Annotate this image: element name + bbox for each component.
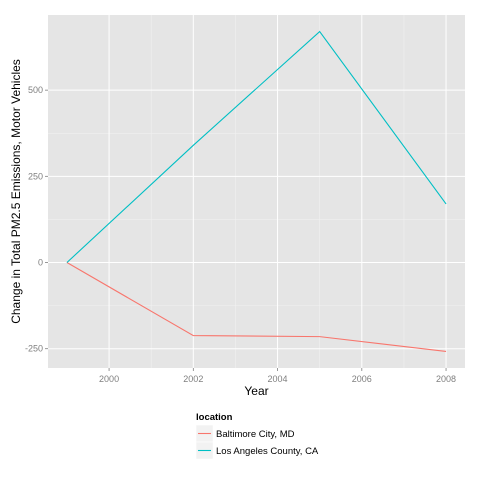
y-tick-label: 0 (38, 258, 43, 268)
legend-title: location (196, 412, 233, 423)
y-tick-label: -250 (25, 344, 43, 354)
x-tick-label: 2006 (352, 374, 372, 384)
x-axis-ticks: 2000 2002 2004 2006 2008 (99, 368, 456, 384)
y-axis-title: Change in Total PM2.5 Emissions, Motor V… (9, 59, 23, 324)
x-axis-title: Year (244, 384, 268, 398)
series-line-0 (66, 262, 447, 352)
legend-label-1: Los Angeles County, CA (216, 446, 319, 457)
x-tick-label: 2008 (436, 374, 456, 384)
series-line-1 (66, 30, 447, 263)
x-tick-label: 2004 (268, 374, 288, 384)
minor-gridlines (48, 15, 465, 368)
plot-panel (48, 15, 465, 368)
y-tick-label: 250 (28, 171, 43, 181)
x-tick-label: 2000 (99, 374, 119, 384)
legend-label-0: Baltimore City, MD (216, 429, 295, 440)
y-tick-label: 500 (28, 85, 43, 95)
legend: location Baltimore City, MD Los Angeles C… (195, 412, 319, 460)
y-axis-ticks: -250 0 250 500 (25, 85, 48, 354)
x-tick-label: 2002 (183, 374, 203, 384)
series-lines (66, 30, 447, 352)
major-gridlines (48, 15, 465, 368)
